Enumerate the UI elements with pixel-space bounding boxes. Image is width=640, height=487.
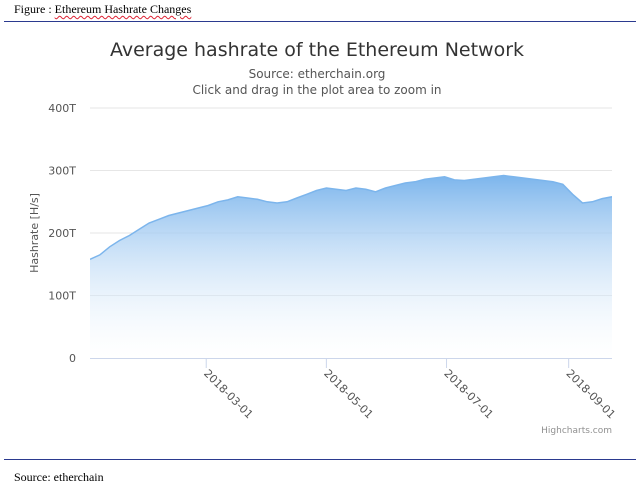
chart-title: Average hashrate of the Ethereum Network bbox=[110, 39, 524, 61]
figure-caption-title: Ethereum Hashrate Changes bbox=[54, 2, 192, 16]
y-tick-label: 400T bbox=[48, 102, 76, 115]
y-tick-label: 300T bbox=[48, 165, 76, 178]
y-tick-label: 0 bbox=[69, 352, 76, 365]
bottom-rule bbox=[4, 459, 636, 460]
credits-link[interactable]: Highcharts.com bbox=[541, 426, 612, 436]
y-axis-ticks: 0 100T 200T 300T 400T bbox=[48, 102, 76, 365]
x-tick-label: 2018-09-01 bbox=[564, 367, 618, 421]
chart-subtitle: Source: etherchain.org bbox=[249, 67, 386, 81]
series-group[interactable] bbox=[90, 174, 612, 359]
y-tick-label: 200T bbox=[48, 227, 76, 240]
hashrate-chart[interactable]: Average hashrate of the Ethereum Network… bbox=[0, 22, 640, 458]
x-tick-label: 2018-05-01 bbox=[321, 367, 375, 421]
top-rule bbox=[4, 21, 636, 22]
hashrate-line[interactable] bbox=[90, 174, 612, 260]
x-tick-label: 2018-07-01 bbox=[441, 367, 495, 421]
hashrate-area[interactable] bbox=[90, 175, 612, 359]
figure-caption-prefix: Figure : bbox=[14, 2, 55, 16]
y-axis-title: Hashrate [H/s] bbox=[28, 193, 41, 273]
x-tick-label: 2018-03-01 bbox=[201, 367, 255, 421]
chart-container[interactable]: Average hashrate of the Ethereum Network… bbox=[0, 22, 640, 458]
figure-caption: Figure : Ethereum Hashrate Changes bbox=[14, 2, 191, 17]
chart-subtitle-zoom-hint: Click and drag in the plot area to zoom … bbox=[192, 83, 441, 97]
x-axis: 2018-03-01 2018-05-01 2018-07-01 2018-09-01 bbox=[90, 358, 618, 421]
source-note: Source: etherchain bbox=[14, 470, 104, 484]
y-tick-label: 100T bbox=[48, 290, 76, 303]
